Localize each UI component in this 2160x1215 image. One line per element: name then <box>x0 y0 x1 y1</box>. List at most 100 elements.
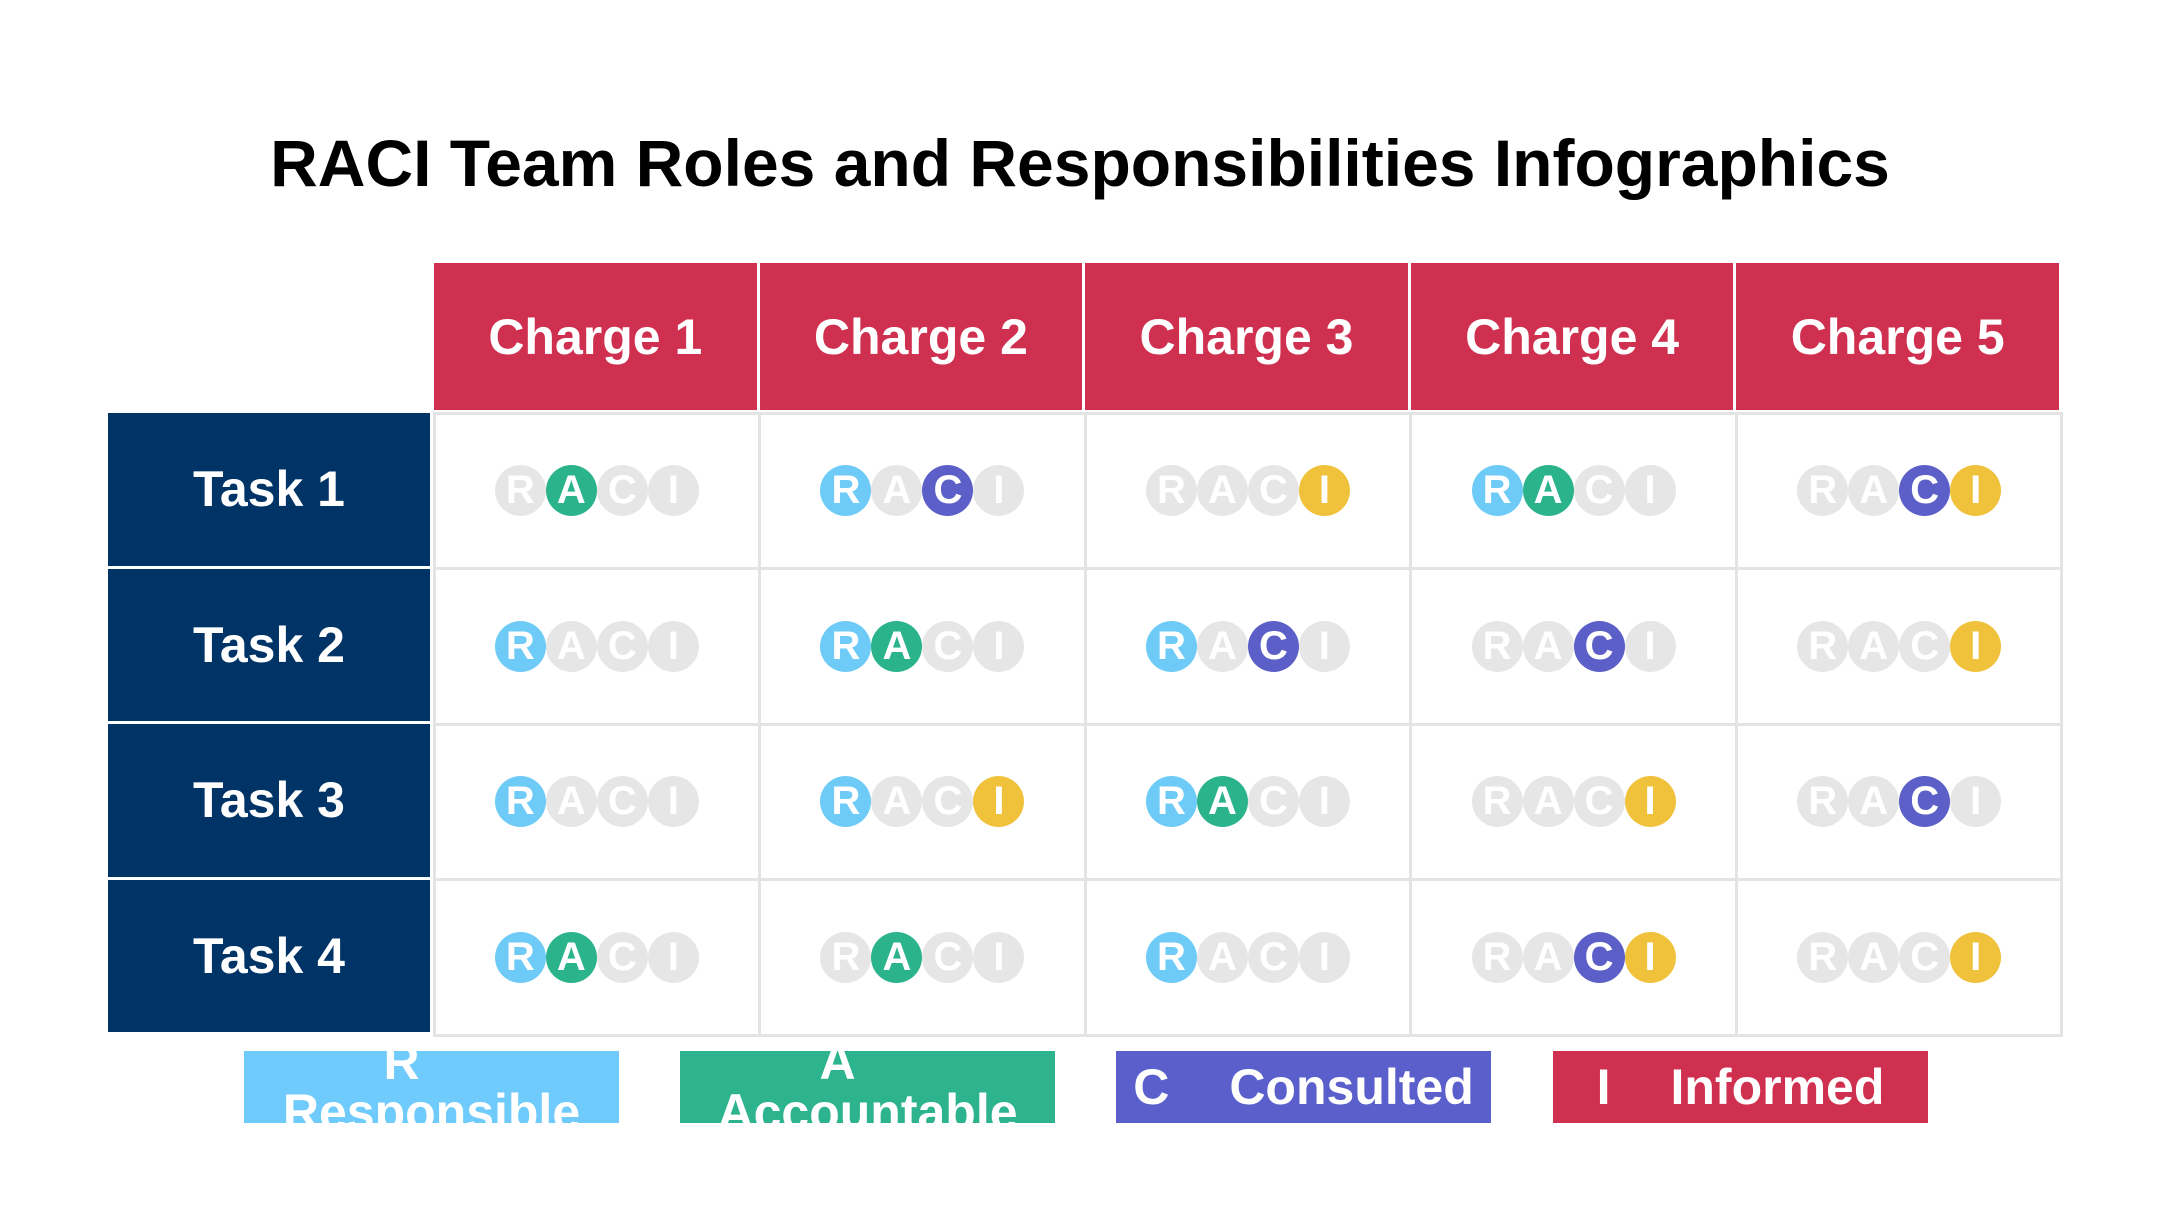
role-inactive: A <box>1848 776 1900 828</box>
role-inactive: A <box>1522 776 1574 828</box>
role-inactive: I <box>1298 931 1350 983</box>
role-active: C <box>1899 465 1951 517</box>
role-active: I <box>1950 620 2002 672</box>
legend-item: I Informed <box>1553 1051 1928 1123</box>
role-inactive: A <box>1196 465 1248 517</box>
role-inactive: I <box>1624 465 1676 517</box>
legend-letter: A <box>819 1051 856 1090</box>
legend-text: A Accountable <box>680 1051 1055 1123</box>
column-header: Charge 1 <box>434 263 760 410</box>
role-active: A <box>1196 776 1248 828</box>
role-inactive: A <box>1522 931 1574 983</box>
role-active: R <box>820 465 872 517</box>
role-inactive: A <box>871 465 923 517</box>
role-active: R <box>1471 465 1523 517</box>
column-header: Charge 4 <box>1410 263 1737 410</box>
legend-letter: R <box>383 1051 420 1090</box>
role-active: R <box>494 931 546 983</box>
role-inactive: I <box>1624 620 1676 672</box>
role-active: R <box>820 620 872 672</box>
role-inactive: C <box>1247 931 1299 983</box>
role-inactive: I <box>647 776 699 828</box>
role-active: A <box>871 931 923 983</box>
role-active: I <box>973 776 1025 828</box>
task-label: Task 2 <box>108 568 430 724</box>
legend-label: Informed <box>1670 1059 1885 1115</box>
role-inactive: A <box>545 620 597 672</box>
role-inactive: I <box>647 931 699 983</box>
role-inactive: A <box>1848 465 1900 517</box>
role-inactive: R <box>1471 620 1523 672</box>
role-inactive: I <box>1298 776 1350 828</box>
role-inactive: R <box>1797 776 1849 828</box>
role-active: I <box>1298 465 1350 517</box>
role-active: C <box>1573 931 1625 983</box>
role-active: R <box>820 776 872 828</box>
role-inactive: R <box>1471 776 1523 828</box>
column-header: Charge 2 <box>759 263 1086 410</box>
legend-text: R Responsible <box>244 1051 619 1123</box>
role-active: R <box>1145 931 1197 983</box>
role-active: C <box>1573 620 1625 672</box>
role-inactive: A <box>1522 620 1574 672</box>
role-inactive: A <box>1848 620 1900 672</box>
role-inactive: R <box>1797 465 1849 517</box>
task-label: Task 1 <box>108 413 430 569</box>
role-inactive: C <box>1247 776 1299 828</box>
role-active: C <box>1247 620 1299 672</box>
role-inactive: A <box>545 776 597 828</box>
role-inactive: I <box>1298 620 1350 672</box>
role-inactive: R <box>494 465 546 517</box>
role-active: A <box>545 931 597 983</box>
legend-letter: C <box>1133 1059 1170 1115</box>
role-inactive: A <box>1196 931 1248 983</box>
role-inactive: C <box>1573 776 1625 828</box>
legend-label: Consulted <box>1229 1059 1474 1115</box>
role-active: C <box>922 465 974 517</box>
role-active: R <box>1145 620 1197 672</box>
title: RACI Team Roles and Responsibilities Inf… <box>270 126 1890 200</box>
role-active: A <box>545 465 597 517</box>
legend-item: R Responsible <box>244 1051 619 1123</box>
role-inactive: R <box>1797 931 1849 983</box>
role-active: I <box>1950 931 2002 983</box>
role-inactive: R <box>1471 931 1523 983</box>
role-inactive: I <box>973 620 1025 672</box>
role-inactive: I <box>647 620 699 672</box>
role-inactive: I <box>647 465 699 517</box>
role-inactive: C <box>922 620 974 672</box>
role-inactive: C <box>596 776 648 828</box>
role-inactive: C <box>922 776 974 828</box>
role-active: A <box>1522 465 1574 517</box>
role-active: R <box>1145 776 1197 828</box>
role-inactive: C <box>922 931 974 983</box>
role-active: R <box>494 620 546 672</box>
legend-text: I Informed <box>1553 1062 1928 1112</box>
column-header: Charge 3 <box>1085 263 1411 410</box>
role-inactive: I <box>1950 776 2002 828</box>
role-inactive: R <box>1145 465 1197 517</box>
role-active: I <box>1624 776 1676 828</box>
role-active: I <box>1624 931 1676 983</box>
column-header: Charge 5 <box>1736 263 2062 410</box>
role-active: C <box>1899 776 1951 828</box>
role-active: I <box>1950 465 2002 517</box>
legend-label: Responsible <box>282 1084 581 1123</box>
role-inactive: C <box>596 931 648 983</box>
